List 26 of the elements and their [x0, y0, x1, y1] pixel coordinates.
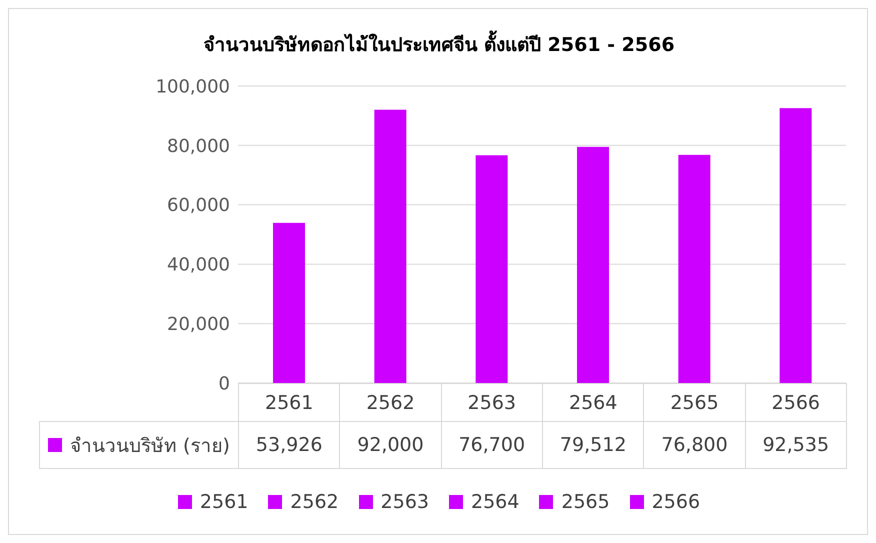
- data-label: 92,000: [339, 421, 442, 469]
- data-label: 76,800: [643, 421, 746, 469]
- category-label: 2561: [200, 491, 248, 513]
- x-tick-label: 2565: [643, 383, 746, 422]
- category-label: 2565: [561, 491, 610, 513]
- category-label: 2564: [471, 491, 520, 513]
- category-label: 2566: [652, 491, 700, 513]
- x-tick-label: 2563: [440, 383, 543, 422]
- chart-title: จำนวนบริษัทดอกไม้ในประเทศจีน ตั้งแต่ปี 2561 - 2566: [202, 30, 676, 58]
- y-tick-label: 20,000: [167, 314, 230, 335]
- y-tick-label: 60,000: [167, 195, 230, 216]
- x-tick-label: 2566: [744, 383, 847, 422]
- x-tick-label: 2564: [542, 383, 644, 422]
- data-label: 76,700: [440, 421, 543, 469]
- x-tick-label: 2562: [339, 383, 442, 422]
- category-label: 2563: [380, 491, 429, 513]
- data-label: 92,535: [744, 421, 847, 469]
- y-tick-label: 80,000: [167, 136, 230, 157]
- category-label: 2562: [290, 491, 339, 513]
- y-tick-label: 0: [218, 373, 230, 394]
- data-label: 79,512: [542, 421, 644, 469]
- data-label: 53,926: [238, 421, 340, 469]
- legend-label: จำนวนบริษัท (ราย): [70, 434, 230, 459]
- y-tick-label: 100,000: [156, 76, 230, 98]
- y-tick-label: 40,000: [167, 254, 230, 276]
- x-tick-label: 2561: [238, 383, 340, 422]
